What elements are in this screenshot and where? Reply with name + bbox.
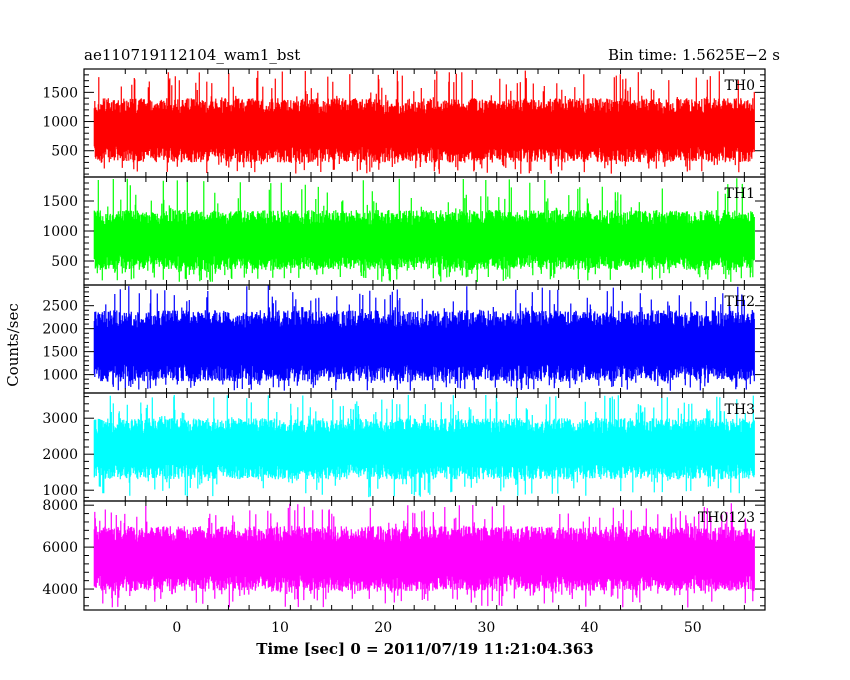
series-th1 (93, 178, 755, 282)
y-tick-label: 2500 (42, 299, 78, 315)
x-axis-label: Time [sec] 0 = 2011/07/19 11:21:04.363 (256, 640, 593, 658)
chart-title-left: ae110719112104_wam1_bst (84, 46, 300, 64)
y-tick-label: 1000 (42, 115, 78, 131)
x-tick-label: 50 (684, 620, 702, 636)
x-tick-label: 20 (374, 620, 392, 636)
panel-label: TH1 (725, 186, 755, 202)
y-axis-label: Counts/sec (4, 303, 22, 387)
panel-th2: 1000 1500 2000 2500 TH2 (42, 284, 766, 394)
panel-th0123: 4000 6000 8000 TH0123 (42, 498, 766, 611)
panel-label: TH0 (725, 78, 755, 94)
y-tick-label: 3000 (42, 411, 78, 427)
x-tick-label: 10 (271, 620, 289, 636)
y-tick-label: 2000 (42, 322, 78, 338)
y-tick-label: 4000 (42, 582, 78, 598)
panel-label: TH0123 (698, 510, 755, 526)
panel-th0: 500 1000 1500 TH0 (42, 68, 766, 178)
panel-label: TH2 (725, 294, 755, 310)
y-tick-label: 500 (51, 254, 78, 270)
x-tick-label: 0 (172, 620, 181, 636)
y-tick-label: 500 (51, 144, 78, 160)
y-tick-label: 1000 (42, 368, 78, 384)
y-tick-label: 1500 (42, 85, 78, 101)
series-th0123 (93, 503, 755, 608)
series-th3 (93, 394, 755, 498)
y-tick-label: 1500 (42, 345, 78, 361)
panel-label: TH3 (725, 402, 755, 418)
x-tick-labels: 0 10 20 30 40 50 (172, 620, 701, 636)
panel-th3: 1000 2000 3000 TH3 (42, 392, 766, 502)
x-tick-label: 30 (477, 620, 495, 636)
x-tick-label: 40 (581, 620, 599, 636)
panel-th1: 500 1000 1500 TH1 (42, 176, 766, 286)
chart-title-right: Bin time: 1.5625E−2 s (608, 46, 780, 64)
series-th2 (93, 285, 755, 391)
y-tick-label: 1000 (42, 483, 78, 499)
y-tick-label: 8000 (42, 498, 78, 514)
y-tick-label: 2000 (42, 447, 78, 463)
series-th0 (93, 70, 755, 174)
y-tick-label: 6000 (42, 540, 78, 556)
y-tick-label: 1000 (42, 224, 78, 240)
y-tick-label: 1500 (42, 194, 78, 210)
